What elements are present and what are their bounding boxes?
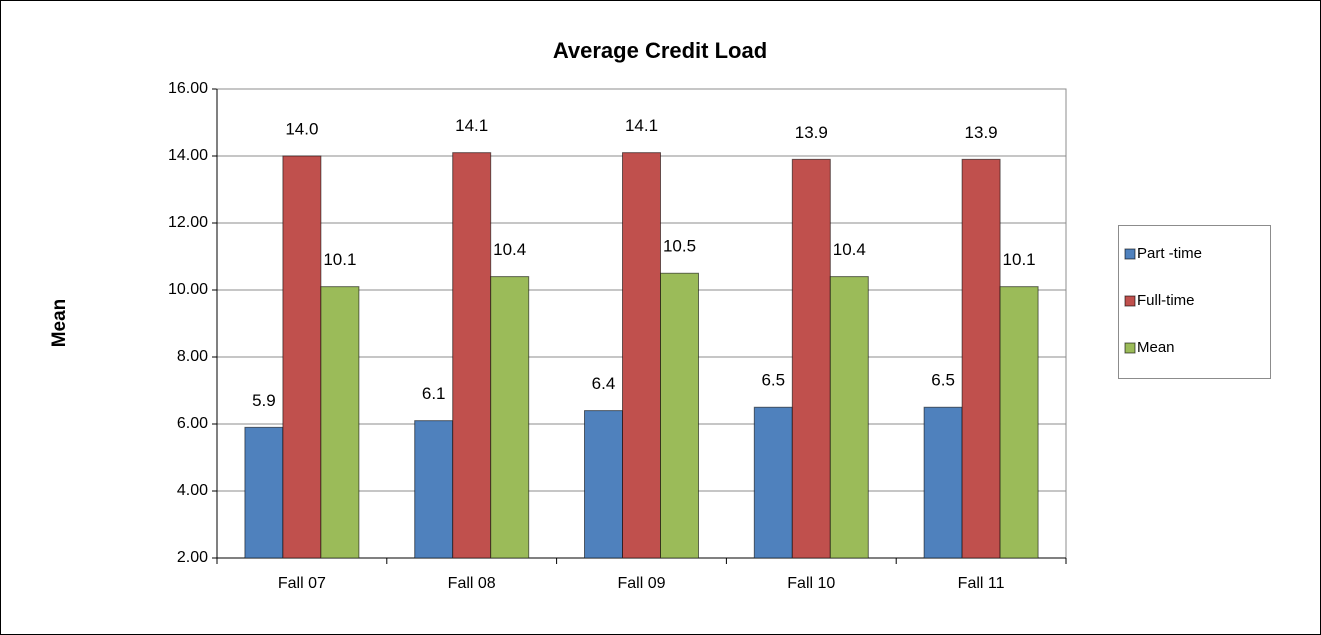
data-label: 10.1 xyxy=(1003,250,1036,269)
data-label: 10.1 xyxy=(323,250,356,269)
data-label: 13.9 xyxy=(965,123,998,142)
data-label: 6.1 xyxy=(422,384,446,403)
data-label: 10.4 xyxy=(493,240,526,259)
bar xyxy=(829,276,869,559)
data-label: 6.5 xyxy=(761,371,785,390)
y-tick-label: 10.00 xyxy=(168,281,208,298)
bar xyxy=(414,420,454,559)
y-tick-label: 4.00 xyxy=(177,482,208,499)
bar xyxy=(452,152,492,559)
data-label: 10.5 xyxy=(663,237,696,256)
x-tick-label: Fall 11 xyxy=(958,575,1005,592)
legend-label: Full-time xyxy=(1137,292,1195,309)
data-label: 6.4 xyxy=(592,374,616,393)
bar xyxy=(622,152,661,559)
bar xyxy=(282,155,322,559)
data-label: 14.1 xyxy=(455,116,488,135)
y-tick-label: 12.00 xyxy=(168,214,208,231)
bar xyxy=(320,286,360,559)
legend-label: Part -time xyxy=(1137,245,1202,262)
x-tick-label: Fall 09 xyxy=(617,575,665,592)
data-label: 14.0 xyxy=(285,119,318,138)
y-tick-label: 8.00 xyxy=(177,348,208,365)
x-tick-label: Fall 10 xyxy=(787,575,835,592)
y-axis-title: Mean xyxy=(49,299,70,348)
y-tick-label: 14.00 xyxy=(168,147,208,164)
legend-label: Mean xyxy=(1137,339,1175,356)
bar xyxy=(753,406,793,559)
legend-box xyxy=(1118,225,1271,379)
bar xyxy=(999,286,1039,559)
chart-title: Average Credit Load xyxy=(553,38,767,63)
y-tick-label: 16.00 xyxy=(168,80,208,97)
legend-swatch xyxy=(1124,248,1136,260)
data-label: 14.1 xyxy=(625,116,658,135)
bar xyxy=(791,158,831,559)
bar xyxy=(660,272,699,559)
legend-swatch xyxy=(1124,295,1136,307)
y-tick-label: 6.00 xyxy=(177,415,208,432)
data-label: 13.9 xyxy=(795,123,828,142)
x-tick-label: Fall 08 xyxy=(448,575,496,592)
x-tick-label: Fall 07 xyxy=(278,575,326,592)
bar xyxy=(584,410,623,559)
bar xyxy=(923,406,963,559)
bar xyxy=(244,426,284,559)
data-label: 5.9 xyxy=(252,391,276,410)
y-tick-label: 2.00 xyxy=(177,549,208,566)
bar xyxy=(490,276,530,559)
data-label: 6.5 xyxy=(931,371,955,390)
legend-swatch xyxy=(1124,342,1136,354)
bar xyxy=(961,158,1001,559)
data-label: 10.4 xyxy=(833,240,866,259)
